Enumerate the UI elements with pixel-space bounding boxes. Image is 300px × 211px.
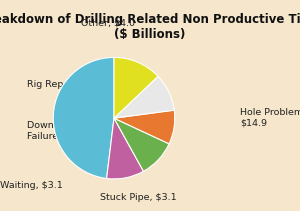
Wedge shape <box>114 57 158 118</box>
Text: Downhole Tool
Failures, $2.8: Downhole Tool Failures, $2.8 <box>27 121 95 141</box>
Text: Breakdown of Drilling Related Non Productive Time
($ Billions): Breakdown of Drilling Related Non Produc… <box>0 13 300 41</box>
Text: Waiting, $3.1: Waiting, $3.1 <box>0 181 63 191</box>
Text: Hole Problems,
$14.9: Hole Problems, $14.9 <box>240 108 300 128</box>
Text: Stuck Pipe, $3.1: Stuck Pipe, $3.1 <box>100 193 176 202</box>
Wedge shape <box>106 118 143 179</box>
Wedge shape <box>53 57 114 179</box>
Wedge shape <box>114 110 175 144</box>
Text: Rig Repair, $3.1: Rig Repair, $3.1 <box>27 80 103 89</box>
Wedge shape <box>114 76 174 118</box>
Wedge shape <box>114 118 169 171</box>
Text: Other, $4.0: Other, $4.0 <box>81 18 135 27</box>
